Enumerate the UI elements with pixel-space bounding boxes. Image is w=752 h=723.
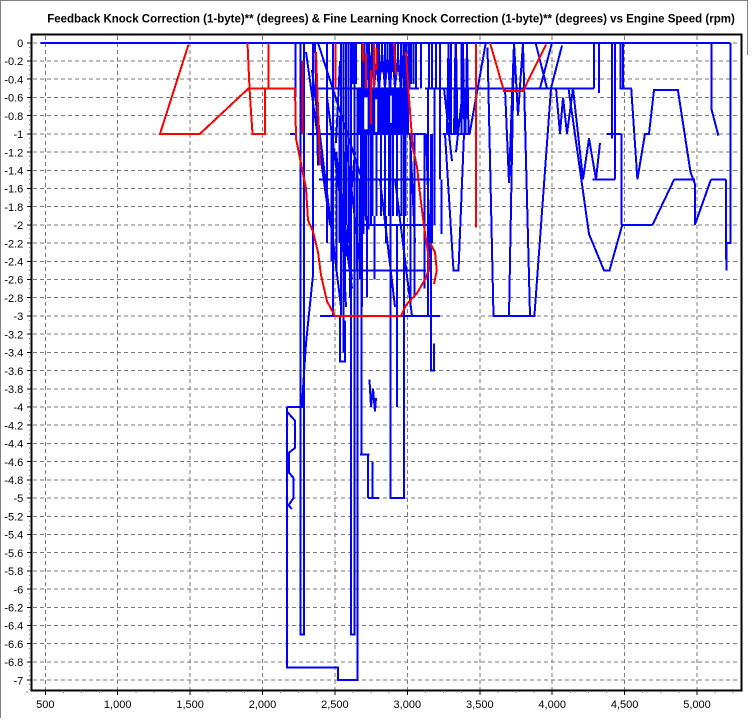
svg-text:-2.8: -2.8 bbox=[4, 293, 23, 305]
svg-text:-0.4: -0.4 bbox=[4, 74, 23, 86]
svg-text:-1.6: -1.6 bbox=[4, 184, 23, 196]
svg-text:-2.4: -2.4 bbox=[4, 257, 23, 269]
svg-text:-3.4: -3.4 bbox=[4, 348, 23, 360]
svg-text:-5.6: -5.6 bbox=[4, 548, 23, 560]
svg-text:-0.8: -0.8 bbox=[4, 111, 23, 123]
svg-text:-3.6: -3.6 bbox=[4, 366, 23, 378]
svg-text:4,500: 4,500 bbox=[611, 699, 639, 711]
svg-text:Feedback Knock Correction (1-b: Feedback Knock Correction (1-byte)** (de… bbox=[47, 14, 735, 26]
svg-text:-1.4: -1.4 bbox=[4, 166, 23, 178]
svg-text:-0.2: -0.2 bbox=[4, 56, 23, 68]
svg-text:2,000: 2,000 bbox=[249, 699, 277, 711]
svg-text:-6.4: -6.4 bbox=[4, 621, 23, 633]
svg-text:5,000: 5,000 bbox=[683, 699, 711, 711]
svg-text:2,500: 2,500 bbox=[321, 699, 349, 711]
svg-text:-1.8: -1.8 bbox=[4, 202, 23, 214]
svg-text:-2.2: -2.2 bbox=[4, 238, 23, 250]
svg-text:500: 500 bbox=[36, 699, 54, 711]
svg-text:0: 0 bbox=[17, 38, 23, 50]
svg-text:-3.2: -3.2 bbox=[4, 329, 23, 341]
svg-text:-6.2: -6.2 bbox=[4, 603, 23, 615]
svg-text:-4.6: -4.6 bbox=[4, 457, 23, 469]
svg-text:-0.6: -0.6 bbox=[4, 93, 23, 105]
svg-text:-2.6: -2.6 bbox=[4, 275, 23, 287]
svg-text:3,000: 3,000 bbox=[394, 699, 422, 711]
svg-text:-5.8: -5.8 bbox=[4, 566, 23, 578]
svg-text:-5: -5 bbox=[14, 493, 24, 505]
svg-text:-4.4: -4.4 bbox=[4, 439, 23, 451]
svg-text:3,500: 3,500 bbox=[466, 699, 494, 711]
svg-text:-5.4: -5.4 bbox=[4, 530, 23, 542]
svg-text:1,000: 1,000 bbox=[104, 699, 132, 711]
svg-text:1,500: 1,500 bbox=[176, 699, 204, 711]
svg-text:-6.6: -6.6 bbox=[4, 639, 23, 651]
svg-text:-4.8: -4.8 bbox=[4, 475, 23, 487]
svg-text:-6.8: -6.8 bbox=[4, 657, 23, 669]
svg-text:-1: -1 bbox=[14, 129, 24, 141]
svg-text:-3.8: -3.8 bbox=[4, 384, 23, 396]
svg-text:-5.2: -5.2 bbox=[4, 512, 23, 524]
svg-text:-7: -7 bbox=[14, 675, 24, 687]
svg-text:4,000: 4,000 bbox=[538, 699, 566, 711]
svg-text:-4: -4 bbox=[14, 402, 24, 414]
svg-text:-6: -6 bbox=[14, 584, 24, 596]
svg-text:-2: -2 bbox=[14, 220, 24, 232]
svg-text:-1.2: -1.2 bbox=[4, 147, 23, 159]
svg-text:-3: -3 bbox=[14, 311, 24, 323]
svg-text:-4.2: -4.2 bbox=[4, 420, 23, 432]
